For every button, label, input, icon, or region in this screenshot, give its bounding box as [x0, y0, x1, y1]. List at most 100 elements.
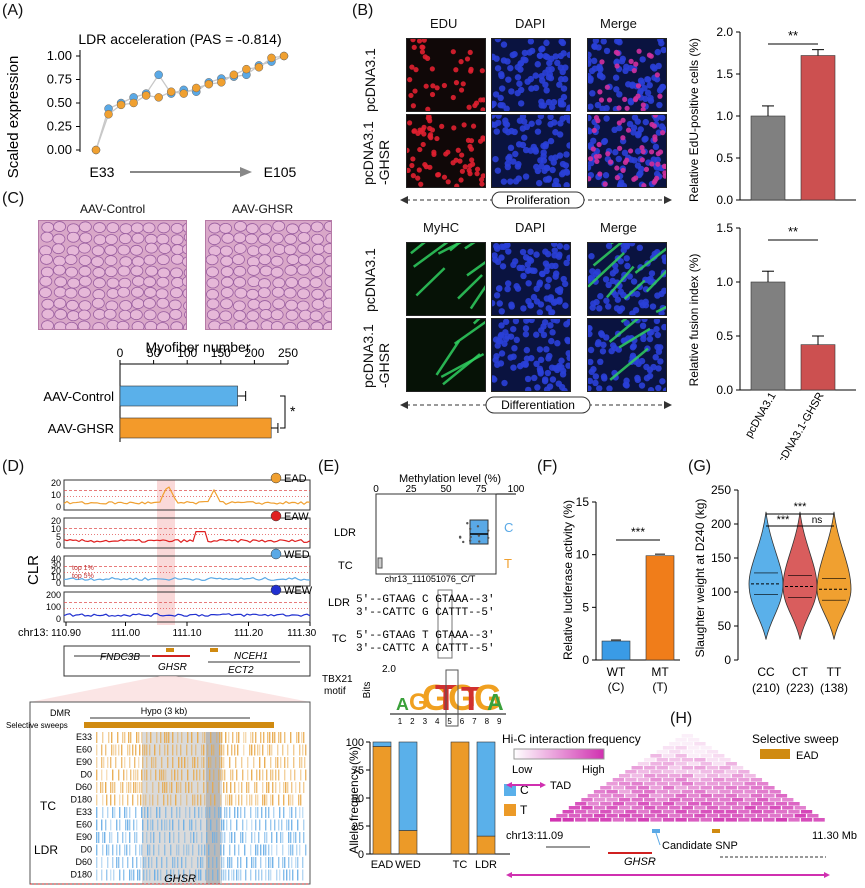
nucleus	[455, 147, 461, 153]
nucleus	[639, 322, 647, 330]
nucleus	[514, 285, 522, 292]
hic-cell	[612, 802, 625, 806]
nucleus	[515, 141, 523, 148]
d-meth-cpg	[221, 732, 223, 743]
nucleus	[523, 355, 531, 362]
nucleus	[465, 137, 472, 143]
nucleus	[495, 285, 503, 292]
d-meth-cpg	[112, 782, 114, 793]
d-meth-cpg	[155, 757, 157, 768]
d-meth-cpg	[246, 782, 248, 793]
nucleus	[538, 163, 545, 170]
nucleus	[620, 167, 626, 174]
e-snp-label: chr13_111051076_C/T	[385, 574, 476, 584]
e-ldr-dot	[466, 522, 469, 525]
d-meth-cpg	[200, 819, 202, 831]
nucleus	[556, 298, 563, 305]
hic-cell	[637, 794, 650, 798]
hic-cell	[688, 802, 700, 806]
a-orange-point	[104, 110, 113, 119]
nucleus	[457, 158, 463, 164]
d-meth-cpg	[212, 869, 214, 881]
c-bar-0	[119, 385, 238, 407]
myofiber	[234, 287, 248, 299]
d-meth-cpg	[234, 744, 236, 756]
micrograph-merge-4	[587, 318, 667, 392]
nucleus	[641, 182, 647, 187]
d-meth-cpg	[169, 782, 171, 793]
nucleus	[622, 96, 628, 102]
hic-cell	[612, 786, 625, 790]
d-meth-cpg	[187, 769, 189, 781]
nucleus	[563, 182, 570, 187]
myofiber	[247, 298, 261, 310]
hic-cell	[775, 810, 788, 814]
nucleus	[588, 368, 595, 376]
nucleus	[407, 120, 413, 126]
d-meth-cpg	[143, 794, 145, 806]
nucleus	[599, 348, 607, 355]
nucleus	[467, 171, 473, 177]
d-sample-label: D180	[70, 870, 92, 880]
d-meth-cpg	[142, 744, 144, 756]
d-meth-cpg	[157, 869, 159, 881]
nucleus	[508, 303, 515, 310]
nucleus	[494, 39, 502, 43]
myofiber	[232, 254, 245, 265]
nucleus	[639, 157, 645, 163]
myotube	[449, 243, 461, 252]
hic-cell	[637, 802, 650, 806]
nucleus	[521, 49, 529, 57]
hic-cell	[650, 778, 662, 782]
myotube	[410, 243, 426, 255]
hic-cell	[681, 734, 694, 738]
hic-cell	[700, 778, 712, 782]
d-meth-cpg	[218, 769, 220, 781]
d-meth-cpg	[167, 744, 169, 756]
hic-cell	[769, 798, 781, 802]
hic-cell	[637, 762, 650, 766]
nucleus	[655, 384, 662, 391]
nucleus	[420, 141, 426, 148]
hic-cell	[675, 802, 687, 806]
a-orange-point	[154, 93, 163, 102]
nucleus	[655, 161, 661, 167]
d-meth-cpg	[220, 844, 222, 856]
hic-cell	[688, 762, 700, 766]
nucleus	[648, 328, 655, 336]
panel-label-h: (H)	[670, 710, 693, 727]
d-meth-cpg	[284, 757, 286, 768]
d-gene-label-ect2: ECT2	[228, 665, 254, 676]
nucleus	[633, 175, 639, 181]
myofiber	[106, 277, 120, 289]
nucleus	[492, 299, 496, 307]
myofiber	[220, 276, 234, 288]
a-orange-point	[116, 100, 126, 110]
d-meth-cpg	[198, 844, 200, 856]
myofiber	[183, 301, 186, 311]
d-meth-cpg	[101, 769, 103, 781]
nucleus	[504, 160, 511, 167]
hic-cell	[656, 814, 668, 818]
myofiber	[156, 322, 169, 329]
d-meth-cpg	[130, 769, 132, 781]
nucleus	[654, 72, 660, 78]
nucleus	[630, 124, 638, 131]
d-meth-cpg	[110, 869, 112, 881]
d-meth-cpg	[246, 819, 248, 831]
micrograph-myhc-2	[406, 318, 486, 392]
d-meth-cpg	[119, 794, 121, 806]
hic-cell	[612, 794, 625, 798]
d-meth-cpg	[195, 869, 197, 881]
d-meth-cpg	[164, 782, 166, 793]
micrograph-merge-2	[587, 114, 667, 188]
d-meth-cpg	[270, 769, 272, 781]
myofiber	[170, 321, 184, 329]
nucleus	[613, 39, 621, 45]
d-meth-cpg	[288, 794, 290, 806]
d-ytick-label: 40	[51, 554, 61, 564]
d-meth-cpg	[189, 819, 191, 831]
nucleus	[662, 387, 666, 391]
e-seq-tc-label: TC	[332, 633, 347, 645]
d-meth-cpg	[214, 832, 216, 843]
